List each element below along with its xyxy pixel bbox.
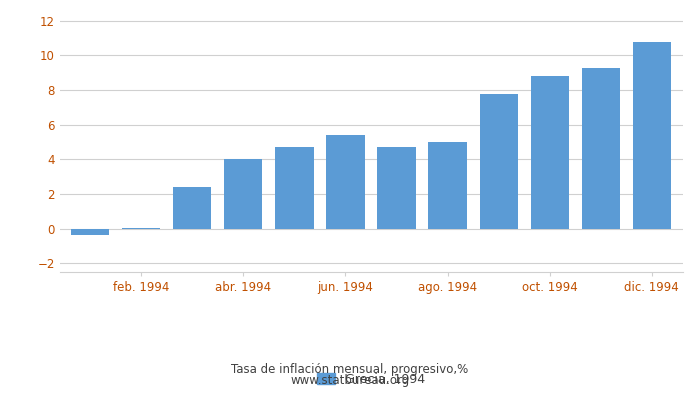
Bar bbox=[531, 76, 569, 229]
Text: www.statbureau.org: www.statbureau.org bbox=[290, 374, 410, 387]
Bar bbox=[377, 147, 416, 229]
Bar bbox=[71, 229, 109, 235]
Bar bbox=[224, 159, 262, 229]
Bar bbox=[582, 68, 620, 229]
Bar bbox=[480, 94, 518, 229]
Legend: Grecia, 1994: Grecia, 1994 bbox=[312, 368, 430, 390]
Bar bbox=[275, 147, 314, 229]
Bar bbox=[428, 142, 467, 229]
Bar bbox=[173, 187, 211, 229]
Bar bbox=[326, 135, 365, 229]
Text: Tasa de inflación mensual, progresivo,%: Tasa de inflación mensual, progresivo,% bbox=[232, 364, 468, 376]
Bar bbox=[122, 228, 160, 229]
Bar bbox=[633, 42, 671, 229]
